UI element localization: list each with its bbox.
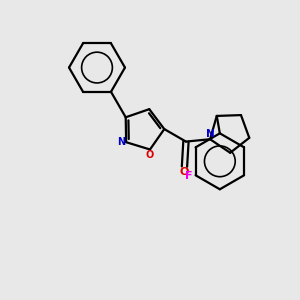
Text: F: F xyxy=(185,171,193,181)
Text: N: N xyxy=(206,129,215,139)
Text: N: N xyxy=(117,136,125,147)
Text: O: O xyxy=(179,167,189,177)
Text: O: O xyxy=(145,150,154,160)
